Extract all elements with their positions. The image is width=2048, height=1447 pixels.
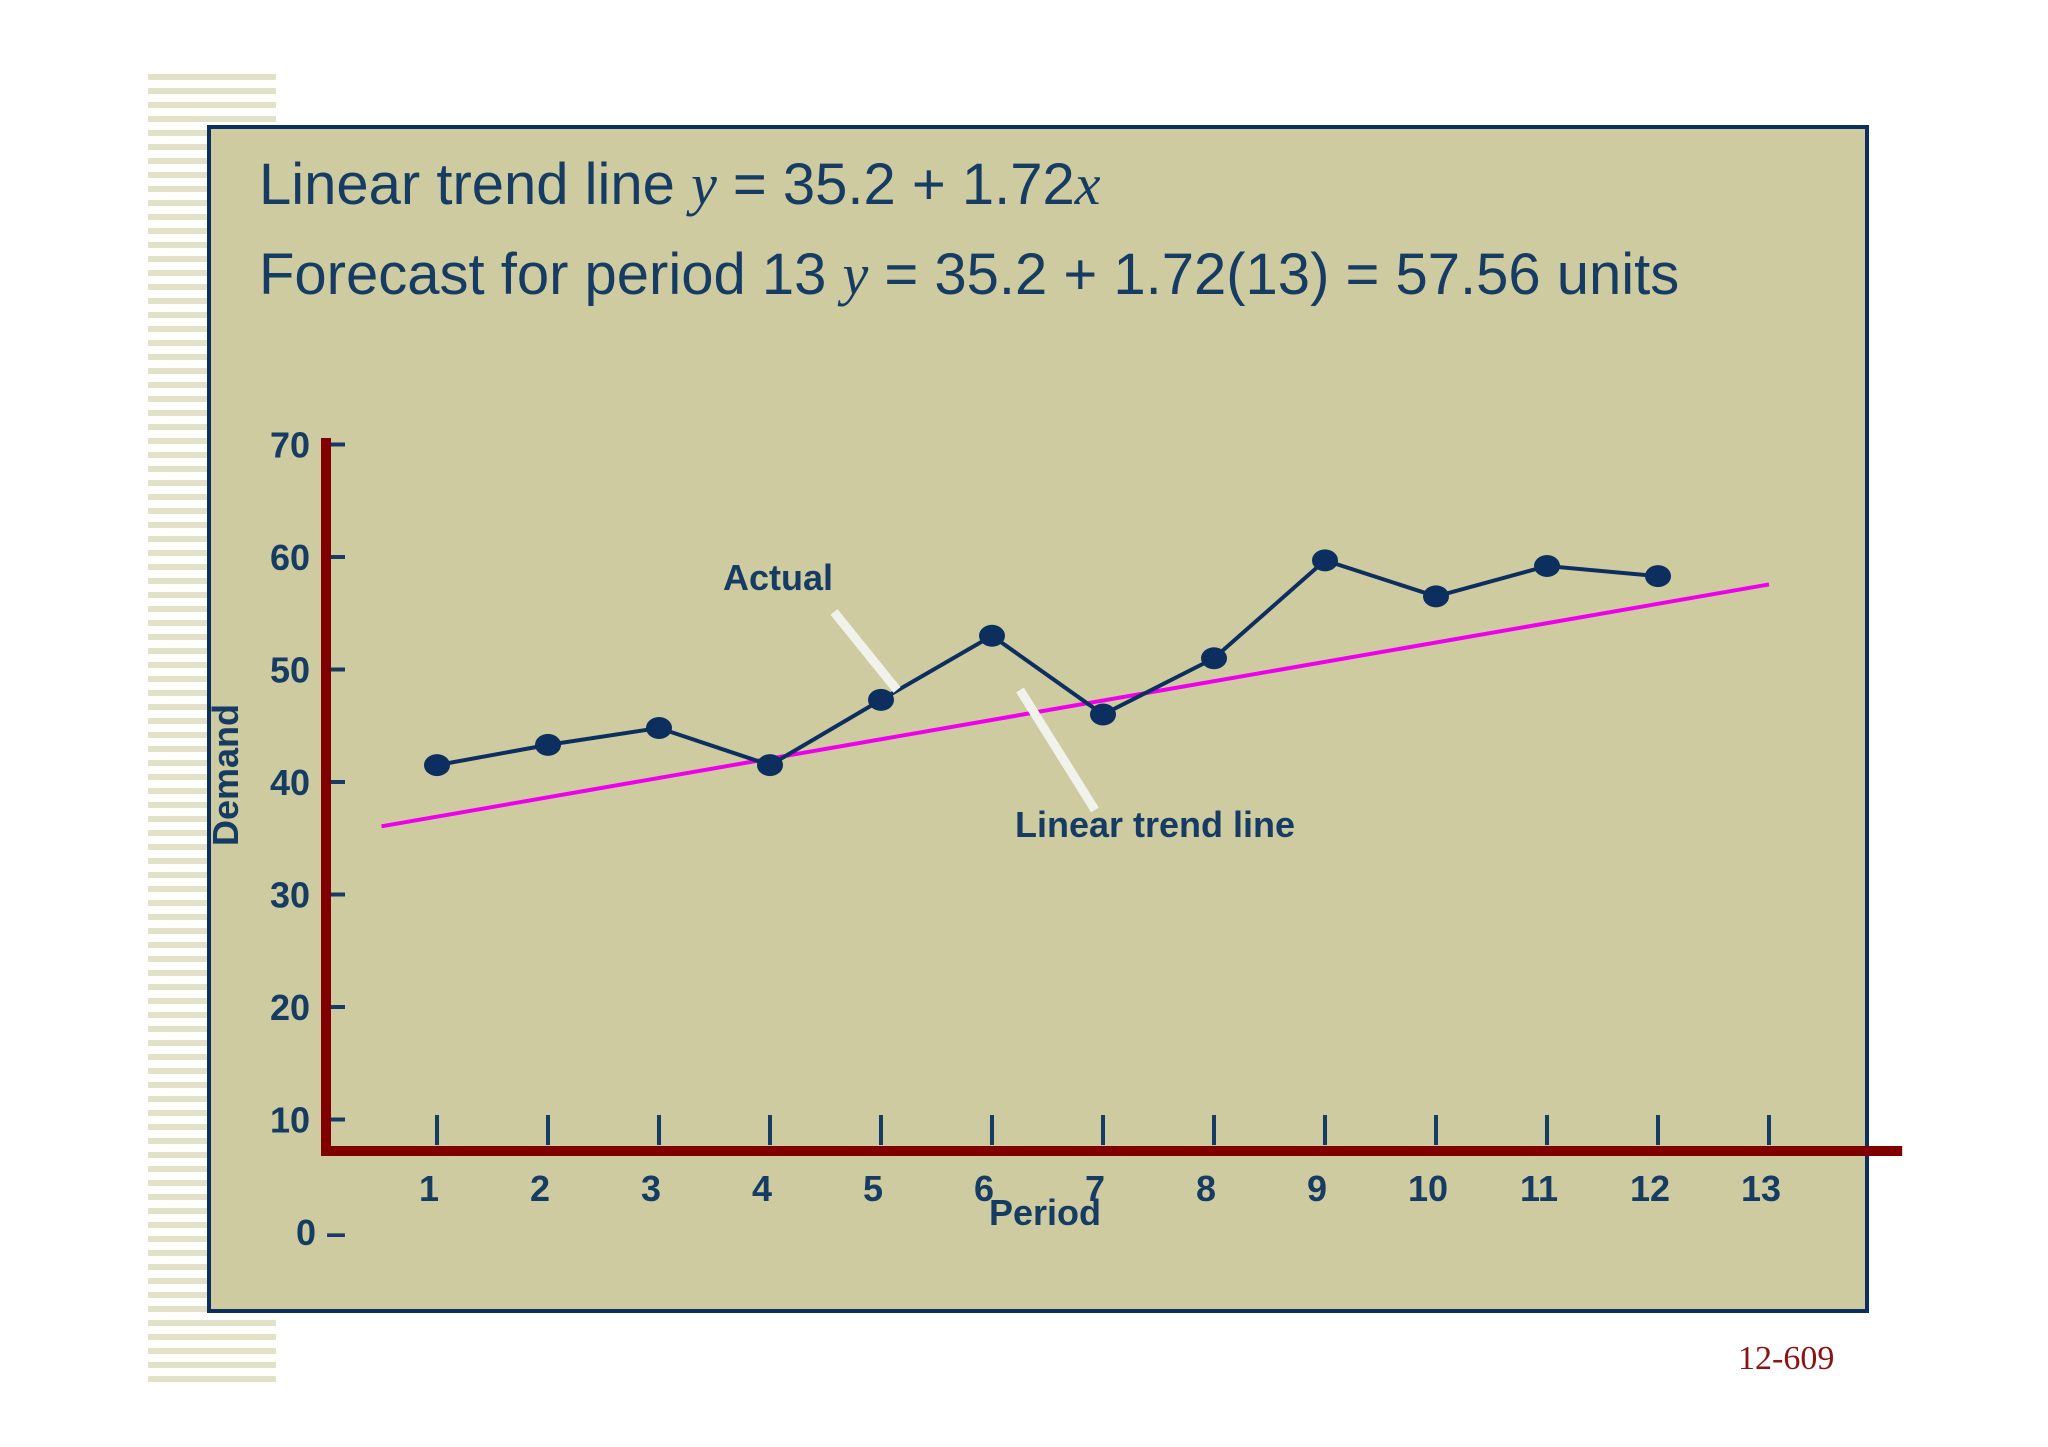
x-tick-label: 1 (419, 1168, 439, 1209)
actual-point (1312, 549, 1338, 572)
y-axis-label: Demand (205, 704, 246, 846)
y-tick-group: 0 – 10 20 30 40 50 60 70 (270, 425, 346, 1254)
actual-points (424, 549, 1671, 777)
actual-point (535, 733, 561, 756)
y-tick-label: 50 (270, 650, 310, 691)
trend-line (381, 582, 1770, 829)
x-tick-label: 2 (530, 1168, 550, 1209)
equation-variable-x: x (1074, 152, 1101, 217)
equation-expression: = 35.2 + 1.72 (716, 152, 1075, 217)
forecast-equation: Forecast for period 13 y = 35.2 + 1.72(1… (259, 241, 1679, 308)
actual-point (979, 624, 1005, 647)
actual-point (1423, 585, 1449, 608)
actual-point (424, 754, 450, 777)
y-tick-label: 0 – (296, 1212, 346, 1253)
x-tick-label: 8 (1196, 1168, 1216, 1209)
x-tick-label: 5 (863, 1168, 883, 1209)
y-tick-label: 20 (270, 987, 310, 1028)
x-tick-group: 1 2 3 4 5 6 7 8 9 10 11 12 13 (419, 1115, 1781, 1209)
y-tick-label: 70 (270, 425, 310, 466)
equation-variable-y: y (691, 152, 717, 217)
x-tick-label: 3 (641, 1168, 661, 1209)
actual-point (757, 754, 783, 777)
forecast-variable-y: y (842, 242, 869, 307)
forecast-expression: = 35.2 + 1.72(13) = 57.56 units (868, 242, 1680, 307)
trend-line-equation: Linear trend line y = 35.2 + 1.72x (259, 151, 1101, 218)
actual-point (1201, 647, 1227, 670)
trend-label: Linear trend line (1015, 804, 1295, 845)
x-tick-label: 13 (1741, 1168, 1781, 1209)
forecast-label: Forecast for period 13 (259, 242, 843, 307)
actual-point (868, 688, 894, 711)
x-tick-label: 10 (1408, 1168, 1448, 1209)
equation-label: Linear trend line (259, 152, 692, 217)
x-tick-label: 4 (752, 1168, 772, 1209)
y-tick-label: 60 (270, 537, 310, 578)
x-tick-label: 6 (974, 1168, 994, 1209)
actual-point (1090, 703, 1116, 726)
y-tick-label: 10 (270, 1100, 310, 1141)
actual-point (1645, 565, 1671, 588)
actual-label: Actual (723, 557, 833, 598)
x-tick-label: 11 (1520, 1168, 1558, 1209)
y-tick-label: 30 (270, 875, 310, 916)
page-number: 12-609 (1738, 1340, 1835, 1377)
actual-point (1534, 555, 1560, 577)
y-tick-label: 40 (270, 762, 310, 803)
x-tick-label: 7 (1085, 1168, 1105, 1209)
actual-series-line (436, 558, 1659, 768)
actual-point (646, 717, 672, 739)
actual-pointer (830, 609, 901, 693)
trend-pointer (1016, 687, 1099, 813)
x-axis-label: Period (989, 1192, 1101, 1233)
x-tick-label: 12 (1630, 1168, 1670, 1209)
x-tick-label: 9 (1307, 1168, 1327, 1209)
